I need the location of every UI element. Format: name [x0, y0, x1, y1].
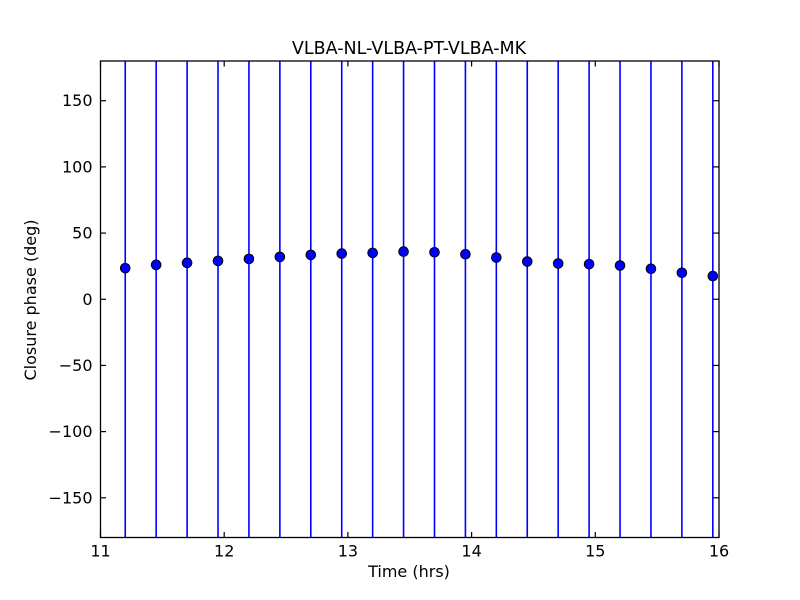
data-point: [583, 258, 595, 270]
tick-label-layer: 11 12 13 14 15 16 −150 −100 −50 0 50 100 150: [49, 91, 730, 560]
data-point: [460, 248, 471, 260]
data-point: [491, 252, 502, 263]
tick-layer: [99, 61, 720, 538]
x-tick-label: 16: [709, 542, 729, 561]
y-axis-label: Closure phase (deg): [21, 219, 40, 380]
x-tick-label: 13: [338, 542, 358, 561]
data-point: [243, 253, 255, 265]
x-tick-label: 15: [585, 542, 605, 561]
data-point: [521, 256, 533, 267]
x-tick-label: 12: [214, 542, 234, 561]
data-point: [212, 255, 224, 267]
data-point: [305, 249, 317, 261]
y-tick-label: 150: [62, 91, 93, 110]
data-point: [676, 267, 688, 279]
y-tick-label: −100: [49, 422, 93, 441]
data-point: [181, 257, 193, 269]
x-tick-label: 14: [461, 542, 481, 561]
y-tick-label: −50: [59, 356, 93, 375]
data-point: [645, 263, 657, 275]
y-tick-label: −150: [49, 488, 93, 507]
x-tick-label: 11: [90, 542, 110, 561]
data-point: [552, 258, 564, 269]
data-point: [707, 270, 719, 282]
x-axis-label: Time (hrs): [367, 562, 450, 581]
error-bar-layer: [124, 61, 714, 538]
y-tick-label: 0: [82, 290, 92, 309]
y-tick-label: 100: [62, 157, 93, 176]
data-point: [429, 246, 440, 258]
data-point: [398, 246, 409, 257]
data-point: [367, 247, 378, 259]
chart-title: VLBA-NL-VLBA-PT-VLBA-MK: [292, 39, 527, 59]
axes-frame: [99, 60, 720, 539]
data-point: [119, 262, 131, 274]
y-tick-label: 50: [72, 224, 92, 243]
data-point: [274, 251, 286, 263]
data-point: [150, 259, 162, 271]
data-point: [336, 248, 348, 259]
data-point: [614, 260, 626, 271]
data-point-layer: [119, 246, 719, 282]
